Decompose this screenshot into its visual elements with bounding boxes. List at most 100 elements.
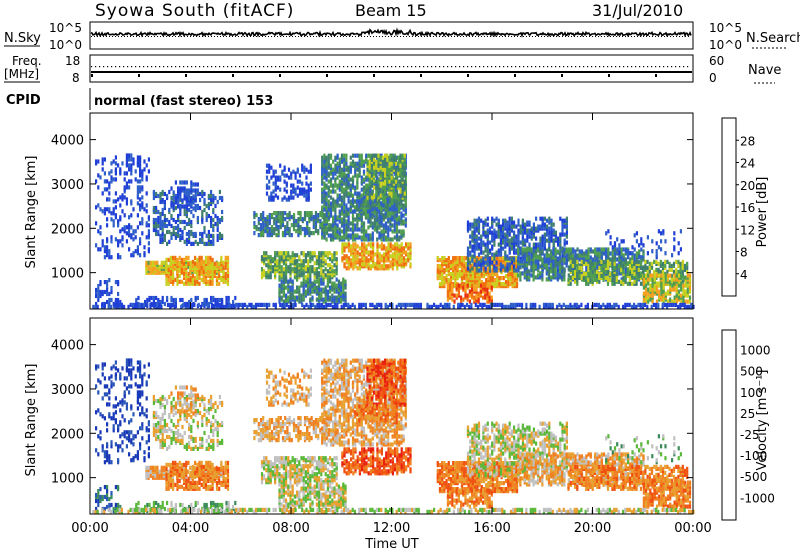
power-cell: [115, 191, 117, 195]
power-cell: [126, 225, 128, 229]
search-noise-dot: [433, 36, 434, 37]
power-cell: [121, 209, 123, 213]
search-noise-dot: [172, 36, 173, 37]
power-cell: [170, 224, 172, 228]
power-cell: [115, 205, 117, 209]
search-noise-dot: [307, 36, 308, 37]
power-cell: [132, 207, 134, 211]
power-cell: [409, 248, 411, 252]
power-cell: [513, 268, 515, 272]
power-cell: [399, 184, 401, 188]
power-cell: [348, 166, 350, 170]
nave-dot: [319, 66, 320, 67]
power-cell: [273, 227, 275, 231]
power-cell: [359, 235, 361, 239]
power-cell: [209, 280, 211, 284]
search-noise-dot: [238, 36, 239, 37]
power-cell: [493, 243, 495, 247]
search-noise-dot: [355, 36, 356, 37]
power-cell: [450, 278, 452, 282]
power-cell: [559, 243, 561, 247]
power-cell: [181, 186, 183, 190]
power-cell: [132, 161, 134, 165]
search-noise-dot: [688, 36, 689, 37]
power-cell: [342, 278, 344, 282]
power-cell: [328, 200, 330, 204]
power-cell: [398, 252, 400, 256]
search-noise-dot: [91, 36, 92, 37]
power-cell: [469, 290, 471, 294]
power-cell: [493, 233, 495, 237]
power-cell: [97, 203, 99, 207]
search-noise-dot: [652, 36, 653, 37]
power-cell: [258, 233, 260, 237]
nave-dot: [299, 66, 300, 67]
power-cell: [184, 240, 186, 244]
power-cell: [185, 278, 187, 282]
power-cell: [403, 250, 405, 254]
search-noise-dot: [280, 36, 281, 37]
power-cell: [447, 298, 449, 302]
power-cell: [128, 157, 130, 161]
power-cell: [371, 166, 373, 170]
power-cell: [404, 184, 406, 188]
power-cell: [524, 223, 526, 227]
power-cell: [323, 164, 325, 168]
power-cell: [214, 266, 216, 270]
power-cell: [300, 259, 302, 263]
search-noise-dot: [130, 36, 131, 37]
power-cell: [400, 229, 402, 233]
power-cell: [381, 254, 383, 258]
power-cell: [391, 215, 393, 219]
power-cell: [263, 251, 265, 255]
power-cell: [458, 288, 460, 292]
power-cell: [366, 188, 368, 192]
power-cell: [343, 254, 345, 258]
nave-dot: [587, 66, 588, 67]
search-noise-dot: [328, 36, 329, 37]
power-cell: [175, 206, 177, 210]
power-cell: [400, 202, 402, 206]
power-cell: [285, 267, 287, 271]
search-noise-dot: [337, 36, 338, 37]
power-cell: [452, 256, 454, 260]
search-noise-dot: [457, 36, 458, 37]
power-cell: [354, 250, 356, 254]
power-cell: [192, 260, 194, 264]
power-cell: [262, 225, 264, 229]
power-cell: [323, 168, 325, 172]
power-cell: [327, 269, 329, 273]
power-cell: [172, 264, 174, 268]
power-cell: [487, 259, 489, 263]
search-noise-dot: [295, 36, 296, 37]
search-noise-dot: [646, 36, 647, 37]
nave-dot: [131, 66, 132, 67]
power-cell: [403, 262, 405, 266]
power-cell: [341, 212, 343, 216]
power-cell: [341, 196, 343, 200]
power-cell: [343, 168, 345, 172]
power-cell: [181, 280, 183, 284]
power-cell: [190, 242, 192, 246]
power-cell: [515, 268, 517, 272]
power-cell: [357, 254, 359, 258]
power-cell: [339, 158, 341, 162]
power-cell: [322, 278, 324, 282]
power-cell: [360, 215, 362, 219]
power-cell: [345, 210, 347, 214]
power-cell: [343, 248, 345, 252]
power-cell: [214, 222, 216, 226]
power-cell: [522, 233, 524, 237]
power-cell: [325, 259, 327, 263]
power-cell: [390, 260, 392, 264]
power-cell: [473, 284, 475, 288]
power-cell: [328, 172, 330, 176]
power-cell: [371, 156, 373, 160]
search-noise-dot: [394, 36, 395, 37]
power-cell: [378, 223, 380, 227]
search-noise-dot: [472, 36, 473, 37]
nave-dot: [675, 66, 676, 67]
power-cell: [321, 231, 323, 235]
power-cell: [214, 270, 216, 274]
power-cell: [297, 194, 299, 198]
